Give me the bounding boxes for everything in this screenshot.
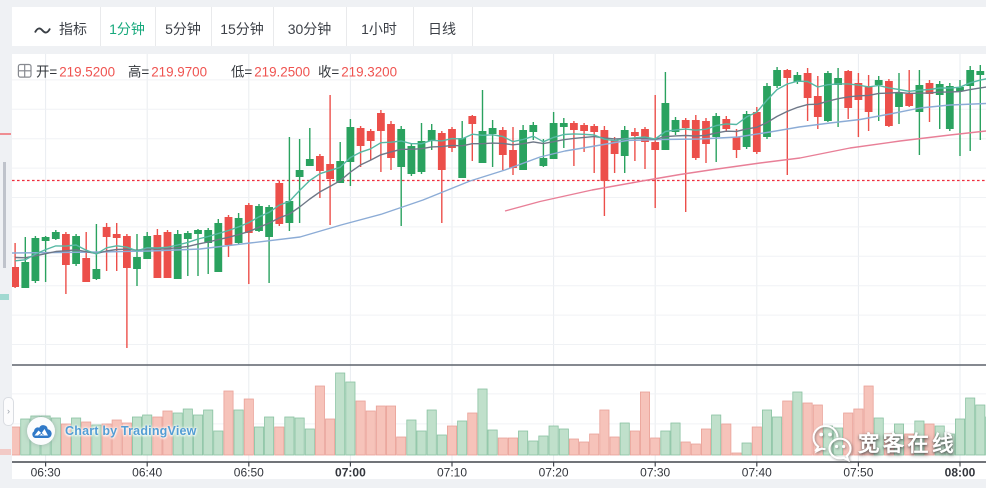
svg-text:开=219.5200: 开= 219.5200 [36,65,115,80]
svg-text:低=219.2500: 低= 219.2500 [231,65,310,80]
svg-text:06:30: 06:30 [31,466,61,480]
svg-text:07:30: 07:30 [640,466,670,480]
svg-text:07:40: 07:40 [742,466,772,480]
svg-text:07:20: 07:20 [539,466,569,480]
svg-text:06:50: 06:50 [234,466,264,480]
svg-text:07:50: 07:50 [843,466,873,480]
svg-text:07:10: 07:10 [437,466,467,480]
svg-text:收=219.3200: 收= 219.3200 [318,65,397,80]
svg-text:07:00: 07:00 [335,466,366,480]
svg-text:高=219.9700: 高= 219.9700 [128,64,207,80]
svg-text:08:00: 08:00 [945,466,976,480]
svg-text:06:40: 06:40 [132,466,162,480]
